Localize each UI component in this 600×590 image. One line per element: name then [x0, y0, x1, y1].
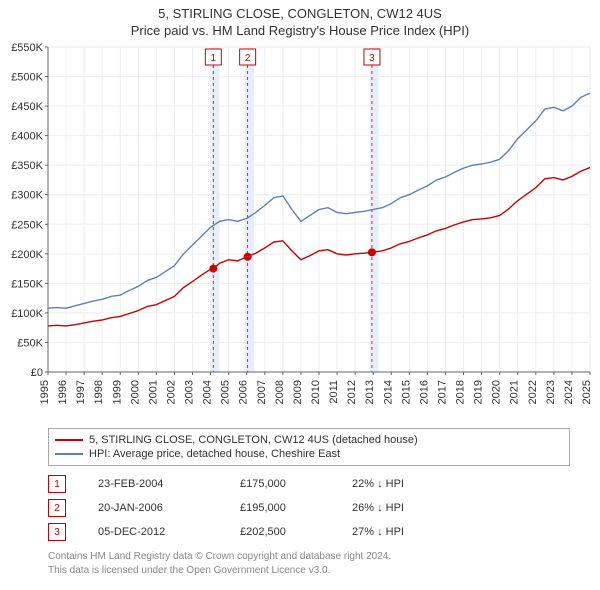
svg-text:£550K: £550K [11, 42, 43, 54]
svg-text:2019: 2019 [473, 380, 485, 404]
svg-text:2007: 2007 [256, 380, 268, 404]
legend-label: HPI: Average price, detached house, Ches… [89, 448, 340, 460]
legend-swatch [55, 439, 83, 441]
svg-text:2023: 2023 [545, 380, 557, 404]
svg-text:2025: 2025 [581, 380, 593, 404]
svg-text:2017: 2017 [436, 380, 448, 404]
title-main: 5, STIRLING CLOSE, CONGLETON, CW12 4US [0, 6, 600, 21]
transaction-row: 1 23-FEB-2004 £175,000 22% ↓ HPI [48, 472, 570, 496]
legend-item: 5, STIRLING CLOSE, CONGLETON, CW12 4US (… [55, 433, 563, 447]
transaction-delta: 27% ↓ HPI [352, 526, 452, 538]
legend-label: 5, STIRLING CLOSE, CONGLETON, CW12 4US (… [89, 434, 418, 446]
svg-text:2024: 2024 [563, 380, 575, 404]
transactions-table: 1 23-FEB-2004 £175,000 22% ↓ HPI 2 20-JAN-200… [48, 472, 570, 544]
svg-text:£300K: £300K [11, 190, 43, 202]
legend-item: HPI: Average price, detached house, Ches… [55, 447, 563, 461]
transaction-date: 23-FEB-2004 [98, 478, 208, 490]
chart-area: £0 £50K £100K £150K £200K £250K £300K £350K £400… [0, 42, 600, 422]
svg-text:2: 2 [245, 53, 251, 64]
transaction-marker: 1 [48, 475, 66, 493]
svg-text:2006: 2006 [238, 380, 250, 404]
footer-line-2: This data is licensed under the Open Gov… [48, 564, 570, 578]
legend-swatch [55, 453, 83, 455]
svg-text:£500K: £500K [11, 72, 43, 84]
svg-text:2016: 2016 [418, 380, 430, 404]
svg-text:£450K: £450K [11, 101, 43, 113]
svg-text:2018: 2018 [455, 380, 467, 404]
transaction-delta: 26% ↓ HPI [352, 502, 452, 514]
transaction-marker: 3 [48, 523, 66, 541]
svg-text:2008: 2008 [274, 380, 286, 404]
transaction-price: £195,000 [240, 502, 320, 514]
svg-text:2012: 2012 [346, 380, 358, 404]
svg-text:2013: 2013 [364, 380, 376, 404]
svg-text:1999: 1999 [111, 380, 123, 404]
svg-text:2009: 2009 [292, 380, 304, 404]
svg-text:2004: 2004 [202, 380, 214, 404]
transaction-price: £175,000 [240, 478, 320, 490]
svg-text:£350K: £350K [11, 160, 43, 172]
svg-text:£0: £0 [31, 367, 43, 379]
title-sub: Price paid vs. HM Land Registry's House … [0, 23, 600, 38]
footer: Contains HM Land Registry data © Crown c… [48, 550, 570, 577]
svg-text:2021: 2021 [509, 380, 521, 404]
svg-text:2002: 2002 [165, 380, 177, 404]
footer-line-1: Contains HM Land Registry data © Crown c… [48, 550, 570, 564]
chart-svg: £0 £50K £100K £150K £200K £250K £300K £350K £400… [0, 42, 600, 422]
svg-text:2001: 2001 [147, 380, 159, 404]
svg-text:1995: 1995 [39, 380, 51, 404]
transaction-row: 3 05-DEC-2012 £202,500 27% ↓ HPI [48, 520, 570, 544]
svg-text:2005: 2005 [220, 380, 232, 404]
svg-text:1997: 1997 [75, 380, 87, 404]
svg-text:£250K: £250K [11, 219, 43, 231]
svg-text:2000: 2000 [129, 380, 141, 404]
transaction-delta: 22% ↓ HPI [352, 478, 452, 490]
transaction-date: 20-JAN-2006 [98, 502, 208, 514]
svg-text:2014: 2014 [382, 380, 394, 404]
svg-text:2020: 2020 [491, 380, 503, 404]
svg-text:£50K: £50K [17, 337, 43, 349]
transaction-row: 2 20-JAN-2006 £195,000 26% ↓ HPI [48, 496, 570, 520]
svg-text:2003: 2003 [184, 380, 196, 404]
svg-text:2010: 2010 [310, 380, 322, 404]
svg-text:2015: 2015 [400, 380, 412, 404]
svg-text:1996: 1996 [57, 380, 69, 404]
svg-text:2022: 2022 [527, 380, 539, 404]
svg-text:£100K: £100K [11, 308, 43, 320]
svg-text:1998: 1998 [93, 380, 105, 404]
svg-text:3: 3 [369, 53, 375, 64]
transaction-price: £202,500 [240, 526, 320, 538]
svg-text:£150K: £150K [11, 278, 43, 290]
svg-text:£400K: £400K [11, 131, 43, 143]
transaction-marker: 2 [48, 499, 66, 517]
svg-text:1: 1 [211, 53, 217, 64]
svg-text:£200K: £200K [11, 249, 43, 261]
svg-text:2011: 2011 [328, 380, 340, 404]
transaction-date: 05-DEC-2012 [98, 526, 208, 538]
legend: 5, STIRLING CLOSE, CONGLETON, CW12 4US (… [48, 428, 570, 466]
